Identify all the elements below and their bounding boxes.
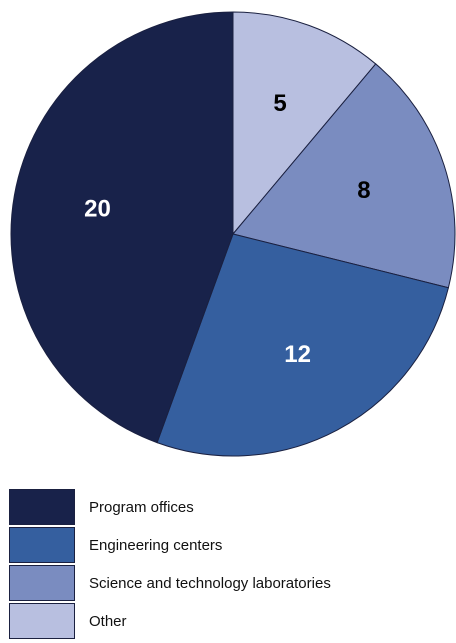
legend: Program offices Engineering centers Scie… — [9, 489, 449, 641]
pie-slice-value-engineering-centers: 12 — [284, 341, 311, 368]
pie-chart-plot: 5 8 12 20 — [10, 11, 456, 457]
legend-label-science-and-technology-laboratories: Science and technology laboratories — [89, 574, 331, 592]
pie-slice-other — [232, 11, 377, 236]
legend-swatch-other — [9, 603, 75, 639]
pie-slice-value-other: 5 — [273, 90, 286, 117]
legend-item-program-offices: Program offices — [9, 489, 449, 525]
pie-slice-labels: 5 8 12 20 — [84, 90, 370, 368]
legend-item-other: Other — [9, 603, 449, 639]
pie-slice-value-program-offices: 20 — [84, 195, 111, 222]
legend-item-science-and-technology-laboratories: Science and technology laboratories — [9, 565, 449, 601]
pie-slices — [10, 11, 456, 457]
pie-slice-engineering-centers — [156, 233, 450, 457]
pie-slice-science-and-technology-laboratories — [232, 63, 456, 289]
pie-slice-value-science-and-technology-laboratories: 8 — [357, 177, 370, 204]
legend-swatch-program-offices — [9, 489, 75, 525]
legend-label-program-offices: Program offices — [89, 498, 194, 516]
legend-swatch-engineering-centers — [9, 527, 75, 563]
legend-label-engineering-centers: Engineering centers — [89, 536, 223, 554]
legend-swatch-science-and-technology-laboratories — [9, 565, 75, 601]
legend-item-engineering-centers: Engineering centers — [9, 527, 449, 563]
legend-label-other: Other — [89, 612, 127, 630]
pie-slice-program-offices — [10, 11, 234, 444]
